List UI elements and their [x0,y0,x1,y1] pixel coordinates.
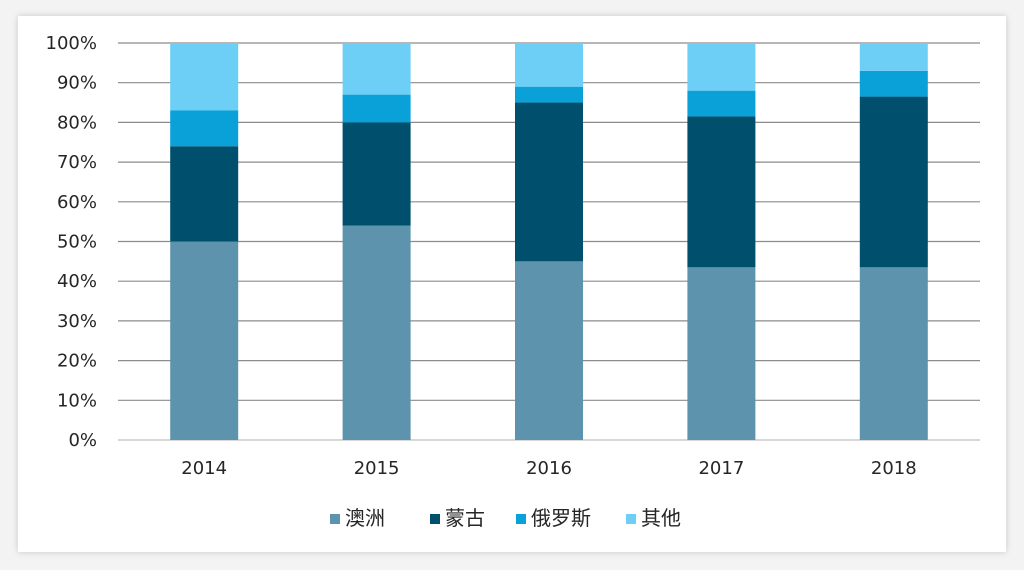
legend-swatch [516,514,526,524]
x-tick-label: 2017 [698,458,744,479]
bars [170,43,928,440]
bar-segment [170,241,239,440]
legend-label: 俄罗斯 [531,506,591,530]
legend-label: 澳洲 [345,506,385,530]
bar-segment [859,267,928,440]
bar-segment [342,43,411,95]
bar-segment [515,102,583,262]
y-tick-label: 70% [57,152,97,173]
x-tick-label: 2015 [354,458,400,479]
bar-segment [515,43,583,87]
bar-segment [687,267,756,440]
legend-swatch [330,514,340,524]
bar-segment [859,70,928,97]
bar-segment [687,116,756,268]
bar-segment [687,43,756,91]
chart-frame: 0% 10% 20% 30% 40% 50% 60% 70% 80% 90% 100% 2014 20… [18,16,1006,552]
bar-segment [515,261,583,440]
bar-segment [515,86,583,103]
y-axis: 0% 10% 20% 30% 40% 50% 60% 70% 80% 90% 100% [46,33,97,451]
y-tick-label: 30% [57,311,97,332]
bar-segment [170,146,239,242]
x-tick-label: 2016 [526,458,572,479]
legend-swatch [626,514,636,524]
stacked-bar-chart: 0%10%20%30%40%50%60%70%80%90%100% 2014 20… [46,33,980,530]
y-tick-label: 20% [57,351,97,372]
x-axis: 2014 2015 2016 2017 2018 [181,458,916,479]
y-tick-label: 10% [57,390,97,411]
bar-segment [342,94,411,123]
bar-segment [342,122,411,226]
legend-label: 蒙古 [445,506,485,530]
y-tick-label: 80% [57,112,97,133]
bar-segment [687,90,756,117]
y-tick-label: 100% [46,33,97,54]
legend-swatch [430,514,440,524]
bar-segment [859,43,928,71]
legend: 澳洲 蒙古 俄罗斯 其他 [330,506,681,530]
bar-segment [859,96,928,268]
y-tick-label: 0% [68,430,97,451]
x-tick-label: 2014 [181,458,227,479]
y-tick-label: 90% [57,73,97,94]
legend-label: 其他 [641,506,681,530]
x-tick-label: 2018 [871,458,917,479]
bar-segment [170,43,239,111]
y-tick-label: 50% [57,232,97,253]
y-tick-label: 60% [57,192,97,213]
bar-segment [170,110,239,147]
y-tick-label: 40% [57,271,97,292]
bar-segment [342,225,411,440]
